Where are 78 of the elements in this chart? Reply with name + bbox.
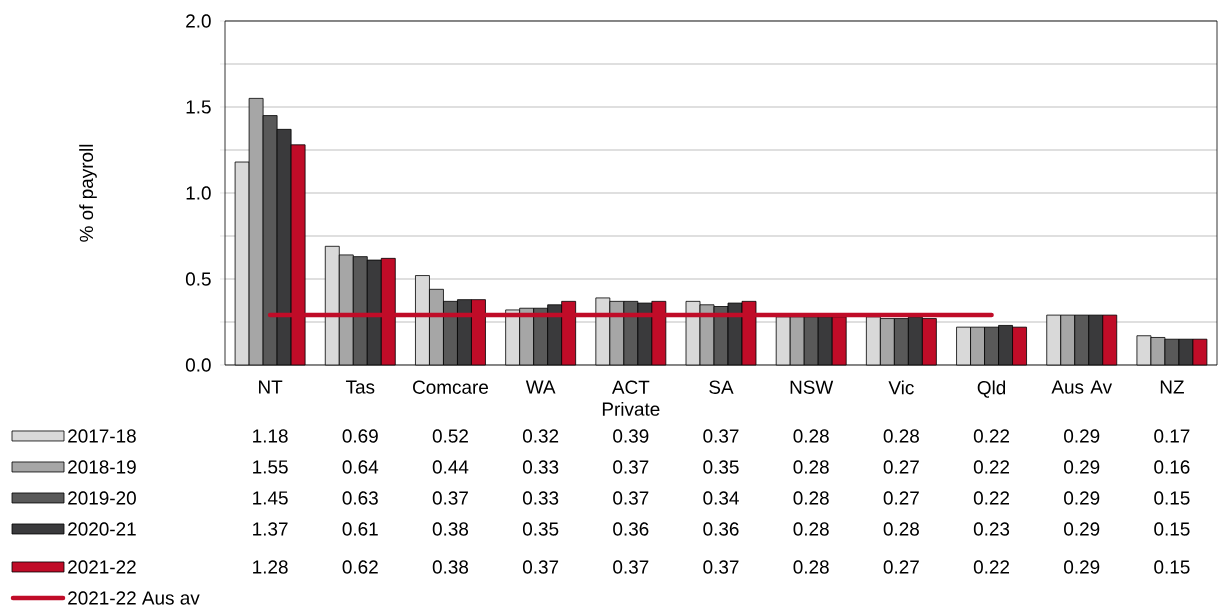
data-label: 0.15 [1154,491,1190,505]
data-label: 0.29 [1064,491,1100,505]
x-tick-label: NSW [790,380,834,394]
data-label: 1.37 [253,522,288,536]
y-tick-label: 0.0 [185,358,211,372]
x-tick-label: ACT Private [602,380,660,416]
x-tick-label: Qld [977,380,1006,398]
legend-label: 2018-19 [68,460,136,474]
data-label: 0.35 [522,522,559,536]
data-label: 0.29 [1064,560,1100,574]
data-label: 0.36 [613,522,649,536]
data-label: 0.15 [1154,522,1190,536]
data-label: 0.28 [883,522,919,536]
legend-label: 2021-22 Aus av [68,591,200,605]
x-tick-label: Vic [888,380,914,395]
data-label: 0.34 [703,491,739,505]
data-label: 0.35 [703,460,739,474]
data-label: 0.38 [432,560,469,574]
data-label: 0.37 [703,429,739,443]
data-label: 0.27 [883,491,919,505]
data-label: 0.64 [342,460,379,474]
data-label: 0.37 [432,491,468,505]
x-tick-label: WA [525,380,556,394]
data-label: 0.44 [432,460,469,474]
data-label: 0.52 [432,429,468,443]
data-label: 0.63 [342,491,378,505]
data-label: 0.22 [973,560,1010,574]
data-label: 0.61 [342,522,378,536]
x-tick-label: Tas [345,380,375,394]
data-label: 0.37 [613,491,649,505]
y-tick-label: 1.0 [186,186,211,200]
data-label: 0.28 [793,491,829,505]
data-label: 0.28 [793,460,829,474]
y-tick-label: 0.5 [185,272,211,286]
data-label: 1.28 [253,560,288,574]
data-label: 0.36 [703,522,739,536]
data-label: 0.29 [1064,429,1100,443]
data-label: 0.27 [883,460,919,474]
data-label: 0.28 [793,429,829,443]
data-label: 0.22 [973,491,1010,505]
data-label: 0.69 [342,429,378,443]
legend-label: 2020-21 [68,522,136,536]
data-label: 1.18 [253,429,288,443]
data-label: 0.15 [1154,560,1190,574]
x-tick-label: Aus Av [1051,380,1113,394]
data-label: 1.45 [253,491,288,505]
data-label: 0.27 [883,560,919,574]
data-label: 0.37 [613,460,649,474]
y-tick-label: 2.0 [186,14,211,28]
x-tick-label: NT [259,380,283,394]
legend-label: 2021-22 [68,560,136,574]
legend-label: 2019-20 [68,491,136,505]
data-label: 0.23 [973,522,1010,536]
y-tick-label: 1.5 [186,100,211,114]
x-tick-label: NZ [1160,380,1184,394]
x-tick-label: SA [709,380,734,394]
data-label: 0.32 [522,429,559,443]
data-label: 0.28 [883,429,919,443]
data-label: 0.39 [613,429,649,443]
data-label: 0.33 [522,491,559,505]
data-label: 0.29 [1064,460,1100,474]
y-axis-title: % of payroll [79,144,97,242]
data-label: 0.22 [973,460,1010,474]
legend-label: 2017-18 [68,429,136,443]
data-label: 0.22 [973,429,1010,443]
data-label: 0.28 [793,522,829,536]
data-label: 0.33 [522,460,559,474]
data-label: 1.55 [253,460,288,474]
data-label: 0.16 [1154,460,1190,474]
data-label: 0.37 [522,560,559,574]
x-tick-label: Comcare [413,380,489,394]
data-label: 0.37 [613,560,649,574]
data-label: 0.17 [1154,429,1190,443]
data-label: 0.28 [793,560,829,574]
data-label: 0.38 [432,522,469,536]
data-label: 0.37 [703,560,739,574]
data-label: 0.62 [342,560,378,574]
data-label: 0.29 [1064,522,1100,536]
